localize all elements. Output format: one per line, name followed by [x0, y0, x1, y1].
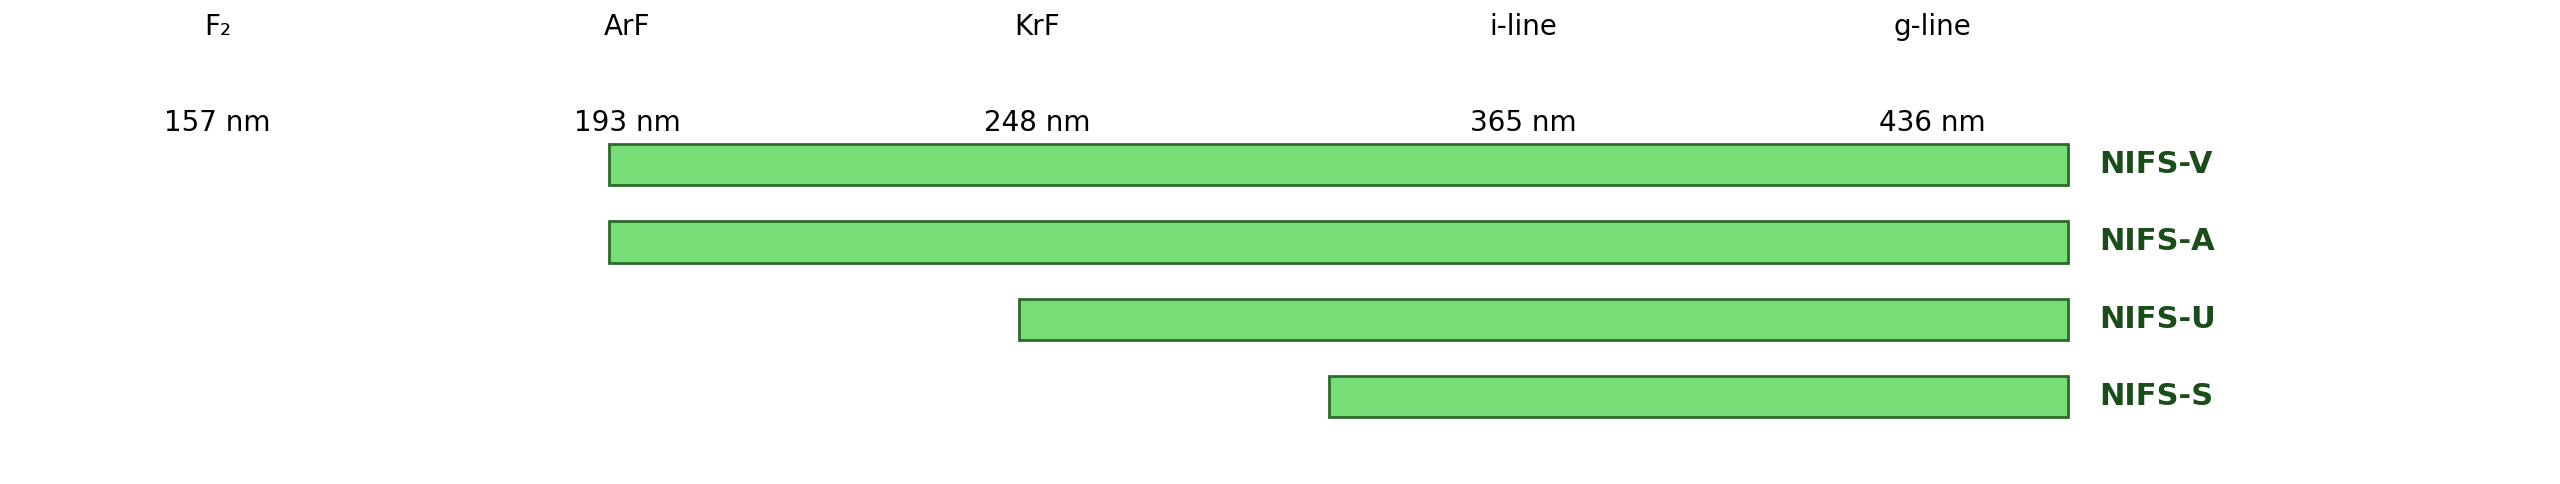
FancyBboxPatch shape	[1019, 299, 2068, 340]
Text: ArF: ArF	[604, 13, 650, 41]
Text: 193 nm: 193 nm	[573, 109, 681, 137]
Text: NIFS-A: NIFS-A	[2099, 227, 2214, 257]
FancyBboxPatch shape	[609, 222, 2068, 262]
Text: F₂: F₂	[205, 13, 230, 41]
Text: NIFS-V: NIFS-V	[2099, 150, 2212, 179]
Text: 436 nm: 436 nm	[1879, 109, 1987, 137]
Text: 248 nm: 248 nm	[983, 109, 1091, 137]
Text: g-line: g-line	[1894, 13, 1971, 41]
FancyBboxPatch shape	[609, 144, 2068, 185]
Text: NIFS-S: NIFS-S	[2099, 382, 2214, 411]
Text: i-line: i-line	[1490, 13, 1556, 41]
FancyBboxPatch shape	[1329, 377, 2068, 417]
Text: 157 nm: 157 nm	[164, 109, 271, 137]
Text: 365 nm: 365 nm	[1469, 109, 1577, 137]
Text: KrF: KrF	[1014, 13, 1060, 41]
Text: NIFS-U: NIFS-U	[2099, 305, 2217, 334]
